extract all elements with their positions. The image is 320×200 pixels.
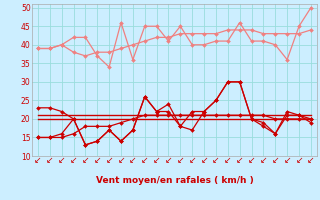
X-axis label: Vent moyen/en rafales ( km/h ): Vent moyen/en rafales ( km/h ) (96, 176, 253, 185)
